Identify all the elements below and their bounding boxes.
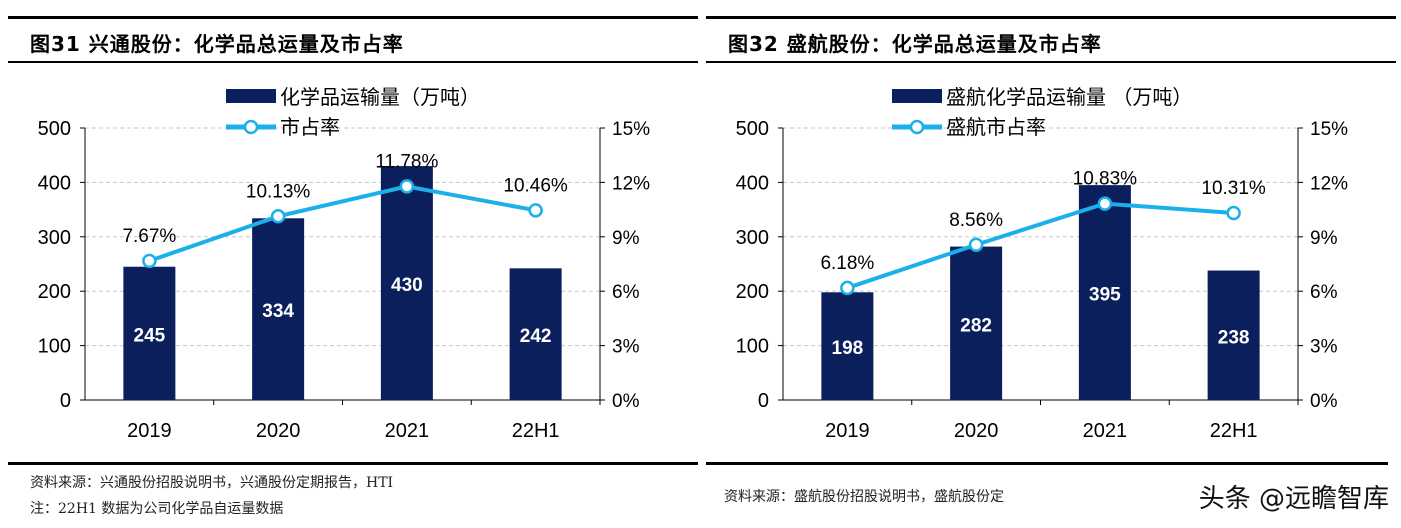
y2-tick-label: 15% (1310, 119, 1348, 140)
chart-svg: 0 0% 100 3% 200 6% 300 9% 400 12% 500 15% 2019 245 202… (38, 85, 651, 442)
x-tick-label: 2020 (954, 420, 999, 442)
bar (380, 166, 433, 400)
x-tick-label: 2020 (256, 420, 301, 442)
y-tick-label: 0 (758, 390, 769, 412)
bar-label: 395 (1089, 285, 1121, 306)
line-label: 6.18% (820, 253, 874, 274)
legend-line-marker (909, 119, 925, 135)
legend-bar-swatch (892, 89, 942, 103)
y-tick-label: 100 (38, 336, 71, 358)
line-label: 10.83% (1073, 169, 1138, 190)
source-note: 资料来源：盛航股份招股说明书，盛航股份定 (724, 489, 1004, 505)
bar (821, 292, 874, 400)
y-tick-label: 400 (38, 172, 71, 194)
line-point (528, 203, 543, 218)
y2-tick-label: 6% (612, 282, 640, 303)
y2-tick-label: 15% (612, 119, 650, 140)
y2-tick-label: 9% (612, 228, 640, 249)
bar-label: 430 (391, 275, 423, 296)
bar-label: 242 (520, 326, 552, 347)
y-tick-label: 400 (736, 172, 769, 194)
line-point (968, 237, 984, 253)
bar-label: 238 (1218, 327, 1250, 348)
line-series (148, 184, 536, 263)
bar-label: 282 (960, 315, 992, 336)
line-label: 10.13% (246, 181, 311, 202)
y2-tick-label: 0% (612, 391, 640, 412)
line-label: 7.67% (122, 226, 176, 247)
bar (1078, 185, 1131, 400)
watermark: 头条 @远瞻智库 (1198, 484, 1389, 514)
bar (252, 218, 305, 400)
line-series (846, 201, 1234, 290)
y2-tick-label: 9% (1310, 228, 1338, 249)
chart-panel-32: 图32 盛航股份：化学品总运量及市占率 资料来源：盛航股份招股说明书，盛航股份定… (706, 0, 1396, 528)
chart-title: 图31 兴通股份：化学品总运量及市占率 (30, 32, 404, 56)
y-tick-label: 0 (60, 390, 71, 412)
y2-tick-label: 0% (1310, 391, 1338, 412)
chart-panel-31: 图31 兴通股份：化学品总运量及市占率 资料来源：兴通股份招股说明书，兴通股份定… (8, 0, 698, 528)
x-tick-label: 2021 (385, 420, 430, 442)
legend-line-label: 市占率 (280, 115, 340, 139)
bar (1207, 270, 1260, 400)
line-point (840, 280, 855, 296)
footnote: 注：22H1 数据为公司化学品自运量数据 (30, 501, 284, 517)
legend-bar-label: 盛航化学品运输量 （万吨） (946, 85, 1192, 109)
legend-bar-label: 化学品运输量（万吨） (280, 85, 480, 109)
y-tick-label: 500 (736, 118, 769, 140)
legend-line-label: 盛航市占率 (946, 115, 1046, 139)
bar-label: 198 (832, 338, 864, 359)
legend-line-marker (243, 119, 259, 135)
x-tick-label: 2019 (127, 420, 172, 442)
line-label: 10.46% (503, 175, 568, 196)
line-point (1097, 196, 1113, 211)
line-label: 8.56% (949, 210, 1003, 231)
x-tick-label: 22H1 (1210, 420, 1258, 442)
x-tick-label: 22H1 (512, 420, 560, 442)
line-point (399, 179, 415, 194)
y-tick-label: 300 (736, 227, 769, 249)
line-label: 11.78% (375, 151, 438, 172)
bar (509, 268, 562, 400)
y2-tick-label: 3% (612, 337, 640, 358)
x-tick-label: 2019 (825, 420, 870, 442)
bar (950, 246, 1003, 400)
y2-tick-label: 3% (1310, 337, 1338, 358)
line-point (270, 209, 286, 224)
bar-label: 245 (134, 325, 166, 346)
legend-bar-swatch (226, 89, 276, 103)
y2-tick-label: 6% (1310, 282, 1338, 303)
x-tick-label: 2021 (1083, 420, 1128, 442)
y-tick-label: 300 (38, 227, 71, 249)
y2-tick-label: 12% (612, 173, 650, 194)
y-tick-label: 500 (38, 118, 71, 140)
y-tick-label: 200 (38, 281, 71, 303)
line-point (142, 253, 157, 269)
line-point (1226, 205, 1241, 221)
bar-label: 334 (262, 301, 294, 322)
chart-title: 图32 盛航股份：化学品总运量及市占率 (728, 32, 1102, 56)
y-tick-label: 100 (736, 336, 769, 358)
bar (123, 266, 176, 400)
source-note: 资料来源：兴通股份招股说明书，兴通股份定期报告，HTI (30, 475, 394, 491)
y-tick-label: 200 (736, 281, 769, 303)
line-label: 10.31% (1201, 178, 1266, 199)
chart-svg: 0 0% 100 3% 200 6% 300 9% 400 12% 500 15% 2019 198 202… (736, 85, 1349, 442)
y2-tick-label: 12% (1310, 173, 1348, 194)
